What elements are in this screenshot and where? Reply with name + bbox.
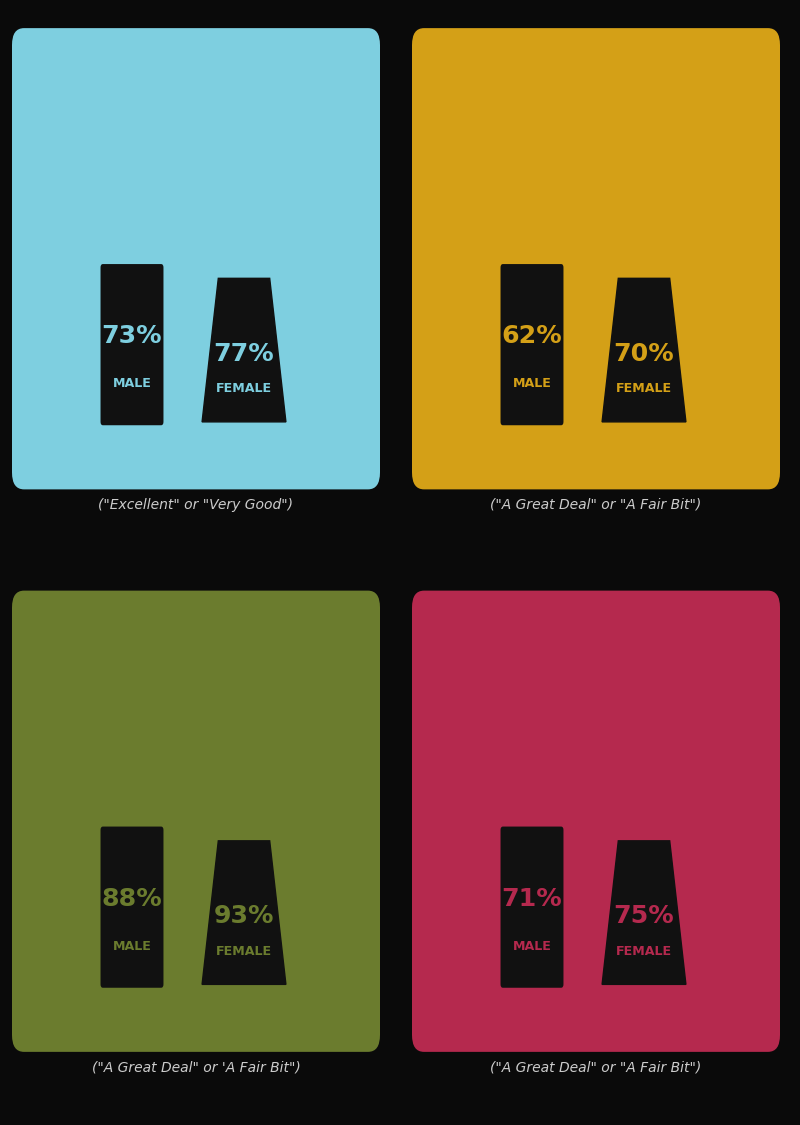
Polygon shape	[202, 840, 286, 984]
Text: ("A Great Deal" or "A Fair Bit"): ("A Great Deal" or "A Fair Bit")	[490, 498, 702, 512]
Text: ★: ★	[603, 447, 621, 465]
FancyBboxPatch shape	[12, 28, 380, 489]
Circle shape	[205, 768, 283, 879]
FancyBboxPatch shape	[101, 827, 163, 988]
Text: ★: ★	[203, 1009, 221, 1027]
Text: 93%: 93%	[214, 904, 274, 928]
FancyBboxPatch shape	[12, 591, 380, 1052]
Circle shape	[605, 206, 683, 316]
Text: 73%: 73%	[102, 324, 162, 349]
FancyBboxPatch shape	[412, 591, 780, 1052]
Text: ("Excellent" or "Very Good"): ("Excellent" or "Very Good")	[98, 498, 294, 512]
Text: ("A Great Deal" or 'A Fair Bit"): ("A Great Deal" or 'A Fair Bit")	[92, 1061, 300, 1074]
Circle shape	[93, 768, 171, 879]
Text: FEMALE: FEMALE	[216, 945, 272, 957]
Text: ("A Great Deal" or "A Fair Bit"): ("A Great Deal" or "A Fair Bit")	[490, 1061, 702, 1074]
Text: MALE: MALE	[513, 939, 551, 953]
Text: 88%: 88%	[102, 886, 162, 911]
FancyBboxPatch shape	[412, 28, 780, 489]
Circle shape	[93, 206, 171, 316]
Circle shape	[493, 768, 571, 879]
Polygon shape	[197, 252, 291, 428]
Polygon shape	[597, 252, 691, 428]
FancyBboxPatch shape	[494, 246, 570, 433]
Text: 71%: 71%	[502, 886, 562, 911]
FancyBboxPatch shape	[94, 246, 170, 433]
Circle shape	[205, 206, 283, 316]
Text: 62%: 62%	[502, 324, 562, 349]
Polygon shape	[197, 814, 291, 990]
Circle shape	[493, 206, 571, 316]
Circle shape	[605, 768, 683, 879]
Text: 77%: 77%	[214, 342, 274, 366]
FancyBboxPatch shape	[501, 827, 563, 988]
Text: ★: ★	[603, 1009, 621, 1027]
Text: ★: ★	[203, 447, 221, 465]
FancyBboxPatch shape	[94, 809, 170, 996]
Text: 70%: 70%	[614, 342, 674, 366]
Polygon shape	[602, 840, 686, 984]
Text: FEMALE: FEMALE	[616, 945, 672, 957]
Text: MALE: MALE	[113, 377, 151, 390]
FancyBboxPatch shape	[101, 264, 163, 425]
Text: MALE: MALE	[513, 377, 551, 390]
FancyBboxPatch shape	[501, 264, 563, 425]
Text: FEMALE: FEMALE	[616, 382, 672, 395]
Text: 75%: 75%	[614, 904, 674, 928]
Polygon shape	[202, 278, 286, 422]
Text: FEMALE: FEMALE	[216, 382, 272, 395]
FancyBboxPatch shape	[494, 809, 570, 996]
Polygon shape	[597, 814, 691, 990]
Text: MALE: MALE	[113, 939, 151, 953]
Polygon shape	[602, 278, 686, 422]
